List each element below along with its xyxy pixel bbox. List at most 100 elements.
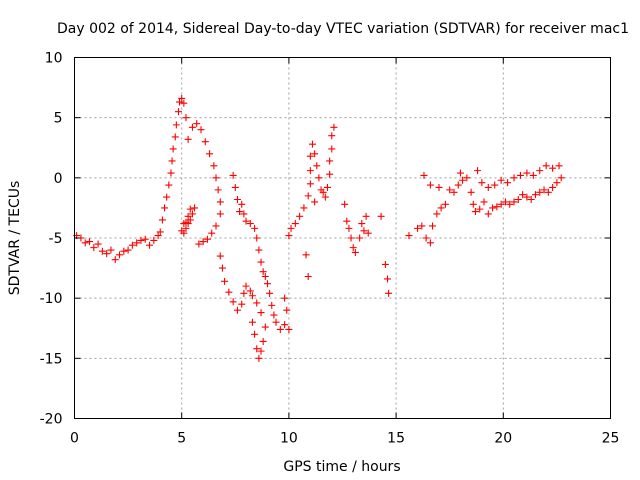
chart-title: Day 002 of 2014, Sidereal Day-to-day VTE…	[57, 21, 629, 37]
data-point	[420, 171, 428, 179]
data-point	[203, 235, 211, 243]
data-point	[261, 323, 269, 331]
data-point	[441, 200, 449, 208]
data-point	[555, 162, 563, 170]
data-point	[384, 275, 392, 283]
data-point	[186, 216, 194, 224]
x-tick-label: 0	[70, 431, 79, 447]
data-point	[236, 208, 244, 216]
data-point	[491, 181, 499, 189]
data-point	[266, 289, 274, 297]
data-point	[233, 195, 241, 203]
data-point	[246, 220, 254, 228]
data-point	[321, 193, 329, 201]
data-point	[351, 248, 359, 256]
data-point	[201, 138, 209, 146]
data-point	[377, 212, 385, 220]
data-point	[255, 354, 263, 362]
data-point	[141, 235, 149, 243]
data-point	[501, 198, 509, 206]
data-point	[81, 239, 89, 247]
data-point	[536, 167, 544, 175]
data-point	[128, 241, 136, 249]
data-point	[255, 246, 263, 254]
data-point	[328, 145, 336, 153]
data-point	[323, 183, 331, 191]
series-segment-4	[285, 123, 393, 297]
data-point	[221, 277, 229, 285]
data-point	[240, 289, 248, 297]
data-point	[263, 280, 271, 288]
data-point	[242, 217, 250, 225]
data-point	[199, 238, 207, 246]
data-point	[212, 222, 220, 230]
data-point	[330, 123, 338, 131]
data-point	[326, 170, 334, 178]
data-point	[437, 204, 445, 212]
data-point	[529, 171, 537, 179]
data-point	[429, 222, 437, 230]
data-point	[259, 268, 267, 276]
data-point	[248, 292, 256, 300]
data-point	[381, 260, 389, 268]
data-point	[450, 188, 458, 196]
data-point	[418, 222, 426, 230]
data-point	[193, 120, 201, 128]
chart-axes: 0 5 10 15 20 25 -20 -15 -10 -5 0 5 10	[40, 51, 620, 447]
data-point	[216, 198, 224, 206]
series-segment-5	[405, 162, 565, 247]
data-point	[167, 169, 175, 177]
data-point	[536, 188, 544, 196]
data-point	[480, 198, 488, 206]
data-point	[446, 186, 454, 194]
x-tick-label: 5	[177, 431, 186, 447]
data-point	[349, 244, 357, 252]
data-point	[238, 300, 246, 308]
data-point	[540, 186, 548, 194]
data-point	[216, 210, 224, 218]
data-point	[180, 229, 188, 237]
data-point	[311, 198, 319, 206]
data-point	[98, 247, 106, 255]
data-point	[154, 232, 162, 240]
data-point	[107, 246, 115, 254]
data-point	[276, 325, 284, 333]
data-point	[364, 229, 372, 237]
data-point	[246, 287, 254, 295]
data-point	[484, 183, 492, 191]
data-point	[497, 200, 505, 208]
data-point	[283, 306, 291, 314]
data-point	[180, 99, 188, 107]
data-point	[328, 132, 336, 140]
data-point	[467, 188, 475, 196]
data-point	[341, 200, 349, 208]
data-point	[497, 176, 505, 184]
data-point	[116, 251, 124, 259]
data-point	[519, 191, 527, 199]
data-point	[251, 224, 259, 232]
data-point	[184, 212, 192, 220]
data-point	[103, 250, 111, 258]
data-point	[231, 183, 239, 191]
y-tick-label: -10	[40, 291, 63, 307]
series-segment-3	[229, 171, 293, 362]
data-point	[523, 169, 531, 177]
data-point	[306, 167, 314, 175]
data-point	[549, 183, 557, 191]
data-point	[182, 114, 190, 122]
x-tick-label: 15	[387, 431, 405, 447]
data-point	[195, 240, 203, 248]
data-point	[311, 150, 319, 158]
data-point	[242, 282, 250, 290]
data-point	[362, 212, 370, 220]
data-point	[304, 192, 312, 200]
data-point	[285, 325, 293, 333]
data-point	[291, 220, 299, 228]
y-axis-label: SDTVAR / TECUs	[7, 181, 23, 296]
y-tick-label: 5	[54, 111, 63, 127]
data-point	[531, 191, 539, 199]
data-point	[156, 228, 164, 236]
data-point	[426, 181, 434, 189]
data-point	[165, 181, 173, 189]
